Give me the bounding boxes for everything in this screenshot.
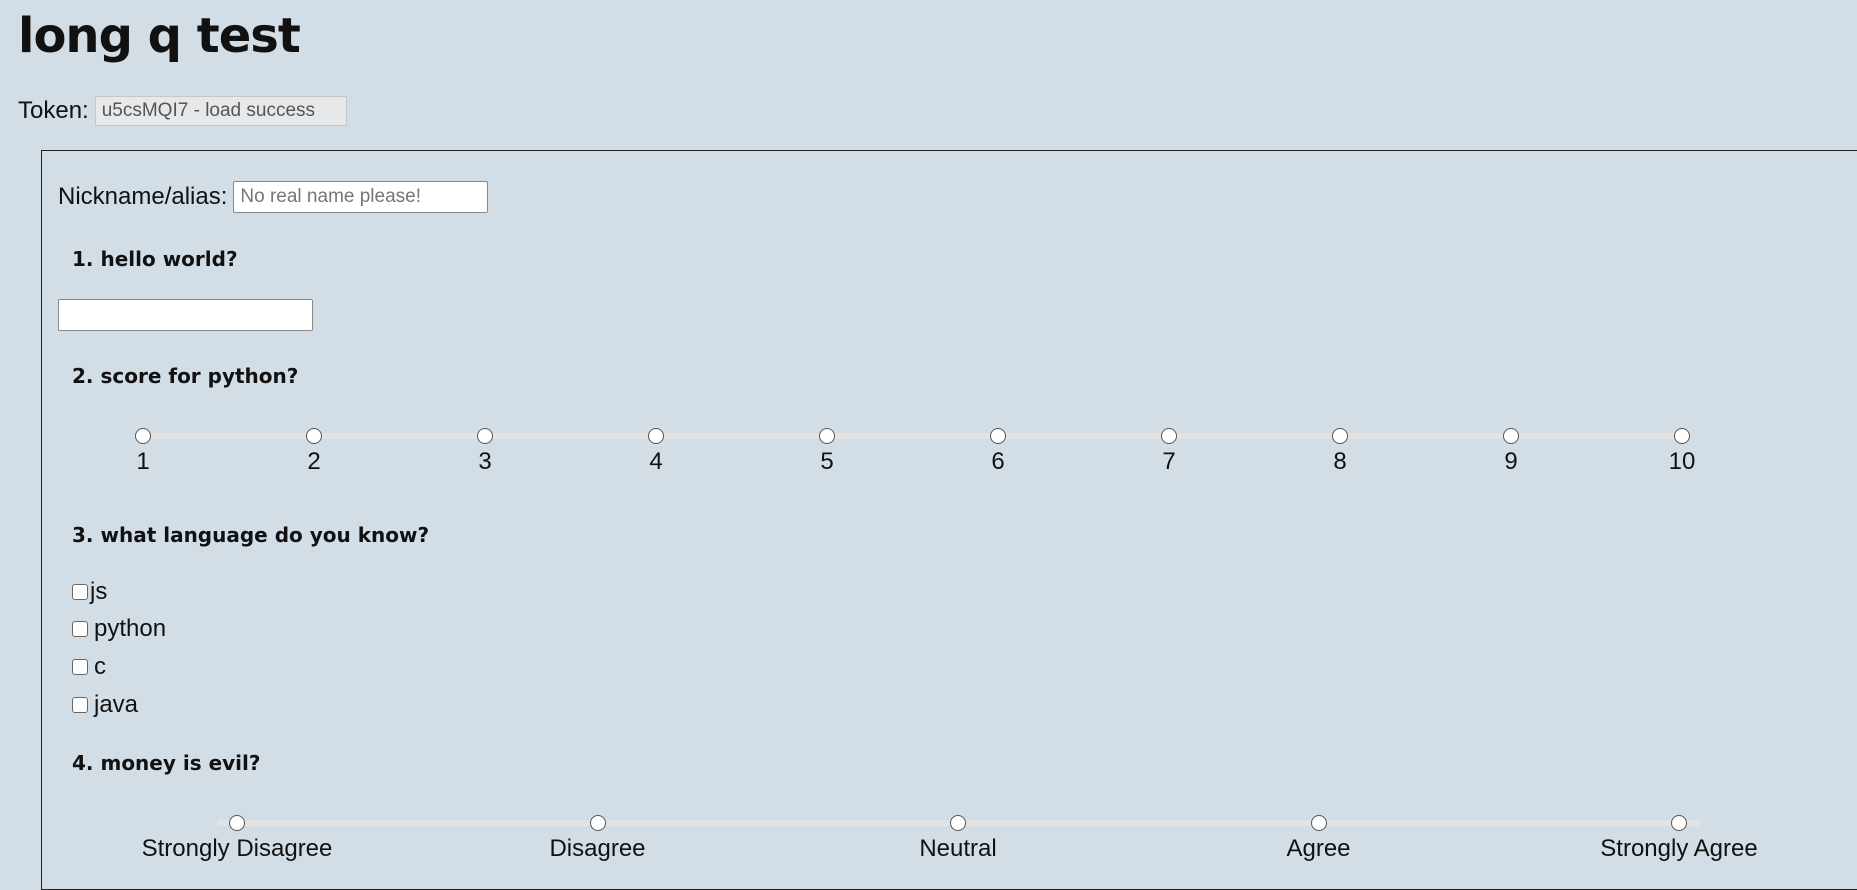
question-2-option-3-radio[interactable] bbox=[477, 428, 493, 444]
question-4-disagree-radio[interactable] bbox=[589, 815, 606, 831]
question-2-option-label: 8 bbox=[1333, 448, 1347, 475]
survey-form: Nickname/alias: 1. hello world? 2. score… bbox=[41, 150, 1857, 890]
question-3-option-c[interactable]: c bbox=[72, 653, 106, 681]
question-1-label: 1. hello world? bbox=[72, 247, 238, 271]
question-3-option-label: c bbox=[94, 653, 106, 680]
question-3-option-label: java bbox=[94, 691, 139, 718]
nickname-row: Nickname/alias: bbox=[58, 181, 489, 213]
question-4-strongly-agree-radio[interactable] bbox=[1671, 815, 1687, 831]
question-4-neutral-radio[interactable] bbox=[950, 815, 966, 831]
question-4-option-label: Disagree bbox=[549, 835, 646, 862]
question-4-strongly-disagree-radio[interactable] bbox=[229, 815, 245, 831]
question-4-option-label: Strongly Disagree bbox=[141, 835, 333, 862]
question-3-option-python[interactable]: python bbox=[72, 615, 166, 643]
question-2-option-label: 1 bbox=[136, 448, 150, 475]
question-3-python-checkbox[interactable] bbox=[72, 621, 88, 637]
question-4-option-label: Strongly Agree bbox=[1600, 835, 1758, 862]
question-2-option-10-radio[interactable] bbox=[1674, 428, 1690, 444]
nickname-label: Nickname/alias: bbox=[58, 183, 228, 210]
question-2-option-label: 4 bbox=[649, 448, 663, 475]
question-2-option-1-radio[interactable] bbox=[135, 428, 151, 444]
question-4-agree-radio[interactable] bbox=[1310, 815, 1327, 831]
question-3-option-js[interactable]: js bbox=[72, 578, 107, 606]
question-2-label: 2. score for python? bbox=[72, 364, 299, 388]
question-1-input[interactable] bbox=[58, 299, 313, 331]
token-label: Token: bbox=[18, 97, 89, 124]
question-3-label: 3. what language do you know? bbox=[72, 523, 430, 547]
token-row: Token: u5csMQI7 - load success bbox=[18, 96, 347, 126]
question-3-java-checkbox[interactable] bbox=[72, 697, 88, 713]
token-field: u5csMQI7 - load success bbox=[94, 96, 347, 126]
question-3-option-label: python bbox=[94, 615, 167, 642]
page-title: long q test bbox=[18, 8, 301, 64]
question-3-c-checkbox[interactable] bbox=[72, 659, 88, 675]
question-2-option-5-radio[interactable] bbox=[819, 428, 835, 444]
question-2-option-9-radio[interactable] bbox=[1503, 428, 1519, 444]
question-2-option-7-radio[interactable] bbox=[1161, 428, 1177, 444]
question-2-option-label: 6 bbox=[991, 448, 1005, 475]
question-2-option-8-radio[interactable] bbox=[1332, 428, 1348, 444]
question-2-option-label: 9 bbox=[1504, 448, 1518, 475]
question-2-option-2-radio[interactable] bbox=[306, 428, 322, 444]
question-4-option-label: Agree bbox=[1286, 835, 1351, 862]
question-2-option-label: 2 bbox=[307, 448, 321, 475]
question-2-option-label: 5 bbox=[820, 448, 834, 475]
question-3-js-checkbox[interactable] bbox=[72, 584, 88, 600]
question-2-scale-track bbox=[134, 433, 1688, 439]
question-4-option-label: Neutral bbox=[919, 835, 997, 862]
question-2-option-label: 3 bbox=[478, 448, 492, 475]
question-2-option-6-radio[interactable] bbox=[990, 428, 1006, 444]
question-3-option-label: js bbox=[90, 578, 108, 605]
question-3-option-java[interactable]: java bbox=[72, 691, 138, 719]
question-2-option-label: 7 bbox=[1162, 448, 1176, 475]
nickname-input[interactable] bbox=[233, 181, 489, 213]
question-2-option-4-radio[interactable] bbox=[648, 428, 664, 444]
question-2-option-label: 10 bbox=[1668, 448, 1696, 475]
question-4-label: 4. money is evil? bbox=[72, 751, 261, 775]
